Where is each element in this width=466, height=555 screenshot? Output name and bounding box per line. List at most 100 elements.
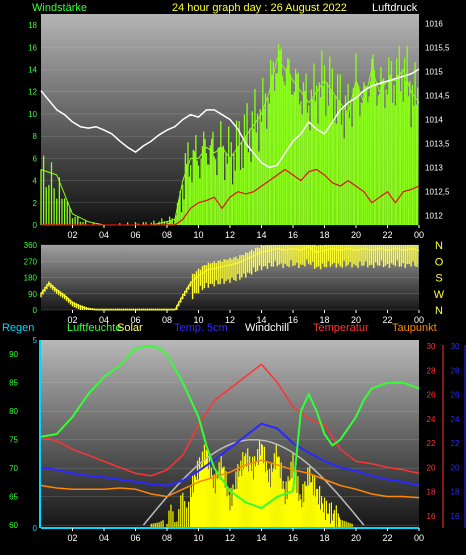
wind-tick-label: 6 (33, 154, 38, 163)
pressure-tick-label: 1015,5 (425, 44, 450, 53)
temperature-line (40, 363, 420, 477)
humidity-tick-label: 75 (9, 436, 18, 445)
wind-x-tick-label: 18 (319, 230, 329, 240)
climate-x-tick-label: 04 (99, 533, 109, 543)
climate-x-tick-label: 06 (130, 533, 140, 543)
temp5cm-tick-label: 22 (451, 439, 460, 448)
direction-tick-label: 0 (33, 306, 38, 315)
pressure-tick-label: 1013,5 (425, 139, 450, 148)
wind-tick-label: 14 (28, 66, 37, 75)
humidity-tick-label: 80 (9, 407, 18, 416)
climate-x-tick-label: 18 (319, 533, 329, 543)
wind-x-tick-label: 16 (288, 230, 298, 240)
climate-x-tick-label: 02 (67, 533, 77, 543)
climate-x-tick-label: 22 (382, 533, 392, 543)
pressure-tick-label: 1013 (425, 163, 443, 172)
wind-x-tick-label: 04 (99, 230, 109, 240)
wind-x-tick-label: 00 (414, 230, 424, 240)
pressure-tick-label: 1014 (425, 116, 443, 125)
wind-x-tick-label: 14 (256, 230, 266, 240)
chart-title: 24 hour graph day : 26 August 2022 (172, 2, 347, 14)
direction-tick-label: 90 (28, 290, 37, 299)
temperature-tick-label: 16 (427, 512, 436, 521)
wind-tick-label: 18 (28, 21, 37, 30)
wind-tick-label: 4 (33, 177, 38, 186)
temp5cm-tick-label: 16 (451, 512, 460, 521)
humidity-line (40, 344, 420, 510)
rain-tick-label: 0 (33, 524, 38, 533)
temp5cm-tick-label: 26 (451, 391, 460, 400)
pressure-tick-label: 1012,5 (425, 187, 450, 196)
pressure-line (40, 68, 420, 169)
temperature-tick-label: 26 (427, 391, 436, 400)
climate-x-tick-label: 20 (351, 533, 361, 543)
wind-axis-label: Windstärke (32, 2, 87, 14)
direction-x-tick-label: 12 (225, 315, 235, 325)
temp5cm-tick-label: 24 (451, 415, 460, 424)
wind-tick-label: 0 (33, 221, 38, 230)
pressure-tick-label: 1014,5 (425, 92, 450, 101)
temp5cm-tick-label: 28 (451, 366, 460, 375)
pressure-axis-label: Luftdruck (372, 2, 418, 14)
climate-x-tick-label: 12 (225, 533, 235, 543)
humidity-tick-label: 60 (9, 521, 18, 530)
direction-x-tick-label: 10 (193, 315, 203, 325)
wind-x-tick-label: 20 (351, 230, 361, 240)
temperature-tick-label: 20 (427, 463, 436, 472)
temperature-tick-label: 18 (427, 488, 436, 497)
rain-tick-label: 5 (33, 336, 38, 345)
gust-line (41, 168, 420, 226)
legend-rain: Regen (2, 322, 34, 334)
direction-x-tick-label: 14 (256, 315, 266, 325)
wind-tick-label: 16 (28, 43, 37, 52)
temperature-tick-label: 24 (427, 415, 436, 424)
wind-x-tick-label: 22 (382, 230, 392, 240)
legend-temperature: Temperatur (313, 322, 369, 334)
wind-x-tick-label: 06 (130, 230, 140, 240)
wind-x-tick-label: 10 (193, 230, 203, 240)
humidity-tick-label: 65 (9, 493, 18, 502)
climate-x-tick-label: 10 (193, 533, 203, 543)
legend-dewpoint: Taupunkt (392, 322, 437, 334)
temp5cm-tick-label: 18 (451, 488, 460, 497)
direction-x-tick-label: 18 (319, 315, 329, 325)
temp5cm-tick-label: 30 (451, 342, 460, 351)
humidity-tick-label: 70 (9, 464, 18, 473)
direction-tick-label: 270 (24, 257, 38, 266)
wind-x-tick-label: 02 (67, 230, 77, 240)
temperature-tick-label: 28 (427, 366, 436, 375)
direction-compass-label: W (434, 289, 445, 301)
humidity-tick-label: 90 (9, 350, 18, 359)
dewpoint-line (40, 459, 420, 499)
climate-panel-background (41, 340, 419, 528)
direction-tick-label: 180 (24, 274, 38, 283)
wind-tick-label: 12 (28, 88, 37, 97)
legend-humidity: Luftfeuchte (67, 322, 121, 334)
direction-x-tick-label: 16 (288, 315, 298, 325)
direction-x-tick-label: 02 (67, 315, 77, 325)
wind-x-tick-label: 08 (162, 230, 172, 240)
legend-solar: Solar (117, 322, 143, 334)
direction-x-tick-label: 04 (99, 315, 109, 325)
temperature-tick-label: 30 (427, 342, 436, 351)
legend-windchill: Windchill (245, 322, 289, 334)
wind-tick-label: 10 (28, 110, 37, 119)
temp5cm-tick-label: 20 (451, 463, 460, 472)
direction-x-tick-label: 08 (162, 315, 172, 325)
temp5cm-line (40, 422, 420, 487)
wind-tick-label: 2 (33, 199, 38, 208)
direction-tick-label: 360 (24, 241, 38, 250)
direction-x-tick-label: 20 (351, 315, 361, 325)
direction-x-tick-label: 22 (382, 315, 392, 325)
direction-compass-label: O (435, 256, 444, 268)
direction-compass-label: N (435, 240, 443, 252)
direction-compass-label: S (435, 273, 442, 285)
temperature-tick-label: 22 (427, 439, 436, 448)
climate-x-tick-label: 00 (414, 533, 424, 543)
climate-x-tick-label: 16 (288, 533, 298, 543)
climate-x-tick-label: 08 (162, 533, 172, 543)
climate-x-tick-label: 14 (256, 533, 266, 543)
wind-x-tick-label: 12 (225, 230, 235, 240)
humidity-tick-label: 85 (9, 379, 18, 388)
